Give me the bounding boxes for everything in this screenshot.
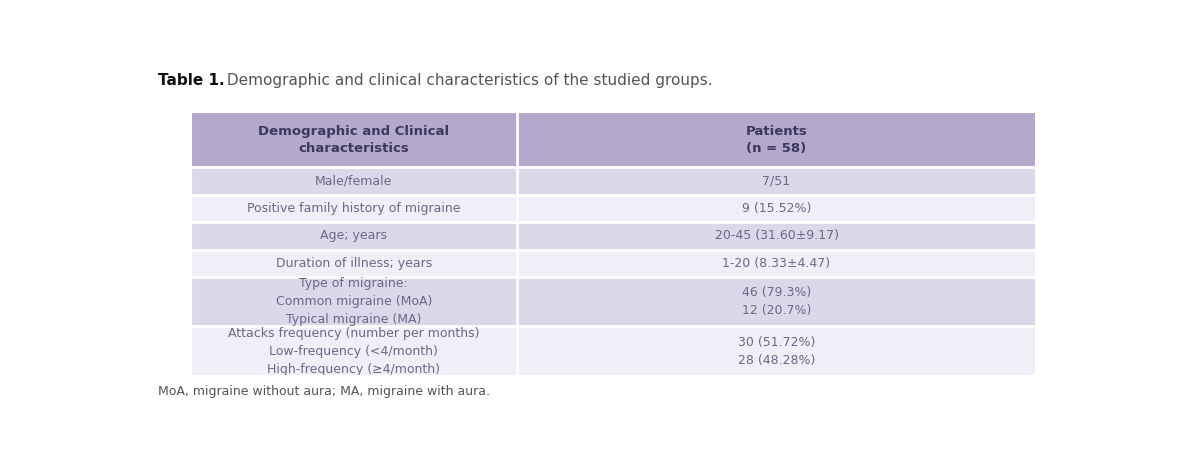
Bar — [191, 195, 516, 222]
Bar — [516, 250, 1037, 277]
Text: Duration of illness; years: Duration of illness; years — [276, 257, 432, 270]
Bar — [191, 277, 516, 326]
Bar — [516, 167, 1037, 195]
Text: 30 (51.72%)
28 (48.28%): 30 (51.72%) 28 (48.28%) — [737, 336, 815, 367]
Text: Demographic and Clinical
characteristics: Demographic and Clinical characteristics — [258, 125, 449, 155]
Bar — [191, 112, 1037, 376]
Text: Type of migraine:
Common migraine (MoA)
Typical migraine (MA): Type of migraine: Common migraine (MoA) … — [276, 277, 432, 326]
Bar — [191, 222, 516, 250]
Text: 46 (79.3%)
12 (20.7%): 46 (79.3%) 12 (20.7%) — [742, 286, 812, 317]
Bar — [516, 112, 1037, 167]
Text: Attacks frequency (number per months)
Low-frequency (<4/month)
High-frequency (≥: Attacks frequency (number per months) Lo… — [229, 327, 479, 376]
Text: Table 1.: Table 1. — [158, 73, 225, 88]
Bar — [191, 326, 516, 376]
Bar — [191, 112, 516, 167]
Bar — [516, 195, 1037, 222]
Bar — [191, 250, 516, 277]
Text: 9 (15.52%): 9 (15.52%) — [742, 202, 812, 215]
Text: 1-20 (8.33±4.47): 1-20 (8.33±4.47) — [722, 257, 830, 270]
Bar — [191, 167, 516, 195]
Text: Patients
(n = 58): Patients (n = 58) — [746, 125, 807, 155]
Text: 20-45 (31.60±9.17): 20-45 (31.60±9.17) — [715, 229, 839, 242]
Text: Age; years: Age; years — [320, 229, 388, 242]
Text: 7/51: 7/51 — [762, 174, 790, 188]
Text: MoA, migraine without aura; MA, migraine with aura.: MoA, migraine without aura; MA, migraine… — [158, 385, 490, 398]
Bar — [516, 277, 1037, 326]
Text: Male/female: Male/female — [316, 174, 392, 188]
Text: Demographic and clinical characteristics of the studied groups.: Demographic and clinical characteristics… — [223, 73, 713, 88]
Text: Positive family history of migraine: Positive family history of migraine — [247, 202, 461, 215]
Bar — [516, 222, 1037, 250]
Bar — [516, 326, 1037, 376]
